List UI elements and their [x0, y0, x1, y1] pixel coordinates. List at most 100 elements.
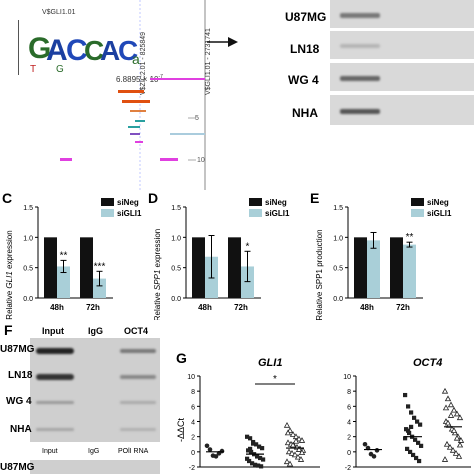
legend-swatch [249, 209, 262, 217]
data-point [441, 387, 449, 394]
panel-e-bar-chart: Relative SPP1 production 0.0 0.5 1.0 1.5 48h… [315, 198, 452, 320]
data-point [447, 412, 455, 418]
data-point [247, 458, 252, 464]
panel-f-label: F [4, 322, 13, 338]
data-point [446, 443, 454, 450]
legend-swatch [101, 209, 114, 217]
data-point [250, 461, 255, 466]
y-tick-label: 10 [343, 374, 351, 381]
y-tick-label: 1.5 [171, 205, 181, 212]
y-tick-label: 6 [347, 404, 351, 411]
y-tick-label: 1.5 [23, 205, 33, 212]
data-point [407, 430, 412, 436]
gel-f-row-label: NHA [10, 424, 32, 435]
svg-text:T: T [30, 64, 36, 75]
y-axis-label: Relative GLI1 expression [5, 230, 14, 319]
data-point [417, 458, 422, 464]
data-point [253, 462, 258, 467]
data-point [455, 453, 463, 459]
data-point [285, 448, 293, 455]
data-point [295, 446, 303, 452]
data-point [406, 428, 411, 433]
y-tick-label: 2 [347, 435, 351, 442]
data-point [412, 415, 417, 420]
legend-label: siGLI1 [265, 209, 290, 218]
data-point [283, 458, 291, 465]
x-tick-label: 48h [50, 303, 64, 312]
data-point [259, 464, 264, 469]
x-tick-label: 72h [234, 303, 248, 312]
x-tick-label: 72h [396, 303, 410, 312]
p-value-text: 6.8895 × 10-7 [116, 74, 163, 84]
logo-letter-g: G [28, 32, 51, 65]
bar-siGLI1 [403, 244, 416, 298]
logo-letter-c2: C [118, 35, 138, 66]
data-point [456, 441, 464, 448]
y-tick-label: 6 [191, 404, 195, 411]
data-point [453, 434, 461, 441]
logo-letter-a2: A [100, 35, 120, 66]
data-point [408, 449, 413, 455]
data-point [251, 441, 256, 446]
x-tick-label: 48h [360, 303, 374, 312]
y-tick-label: -2 [189, 465, 195, 472]
bar-siNeg [390, 237, 403, 298]
data-point [245, 434, 250, 439]
gel-f-col-label: Input [42, 326, 64, 336]
y-axis-label: Relative SPP1 expression [153, 229, 162, 320]
data-point [295, 435, 303, 442]
data-point [255, 454, 260, 459]
x-tick-label: 48h [198, 303, 212, 312]
logo-letter-g2: C [84, 35, 104, 66]
tick-10: 10 [197, 157, 205, 164]
bar-siGLI1 [241, 266, 254, 298]
bar-siNeg [354, 237, 367, 298]
data-point [294, 453, 302, 460]
logo-letter-c: C [66, 34, 88, 67]
data-point [419, 443, 424, 448]
data-point [213, 454, 219, 459]
gel-f-bottom-label: Input [42, 448, 58, 455]
data-point [441, 456, 449, 462]
gel-f-extra-row-label: U87MG [0, 462, 35, 473]
data-point [207, 447, 213, 452]
svg-text:a: a [132, 51, 140, 67]
bar-siNeg [192, 237, 205, 298]
sequence-logo: G A C C A C T G a [18, 20, 140, 75]
y-tick-label: -2 [345, 465, 351, 472]
panel-e-label: E [310, 190, 320, 206]
gel-f-col-label: OCT4 [124, 326, 149, 336]
data-point [414, 455, 419, 461]
legend-label: siGLI1 [117, 209, 142, 218]
data-point [297, 456, 305, 462]
gel-b-row-label: U87MG [285, 10, 327, 24]
y-tick-label: 0.5 [23, 266, 33, 273]
data-point [284, 429, 292, 436]
data-point [256, 463, 261, 468]
data-point [289, 431, 297, 437]
y-tick-label: 0 [191, 450, 195, 457]
data-point [371, 454, 377, 459]
y-tick-label: 8 [191, 389, 195, 396]
data-point [444, 419, 452, 426]
x-tick-label: 72h [86, 303, 100, 312]
data-point [413, 437, 418, 442]
data-point [403, 392, 408, 398]
data-point [284, 439, 292, 446]
y-tick-label: 1.0 [23, 235, 33, 242]
data-point [249, 449, 254, 455]
bar-siNeg [228, 237, 241, 298]
data-point [416, 440, 421, 445]
panel-c-bar-chart: Relative GLI1 expression 0.0 0.5 1.0 1.5 ** 4… [5, 198, 142, 320]
data-point [456, 414, 464, 421]
data-point [450, 427, 458, 433]
legend-label: siNeg [117, 198, 139, 207]
y-tick-label: 0.0 [23, 296, 33, 303]
y-tick-label: 1.5 [333, 205, 343, 212]
data-point [254, 442, 259, 447]
y-tick-label: 0.0 [171, 296, 181, 303]
data-point [204, 443, 210, 449]
data-point [452, 450, 460, 456]
data-point [406, 404, 411, 409]
gel-b-row-label: NHA [292, 106, 318, 120]
